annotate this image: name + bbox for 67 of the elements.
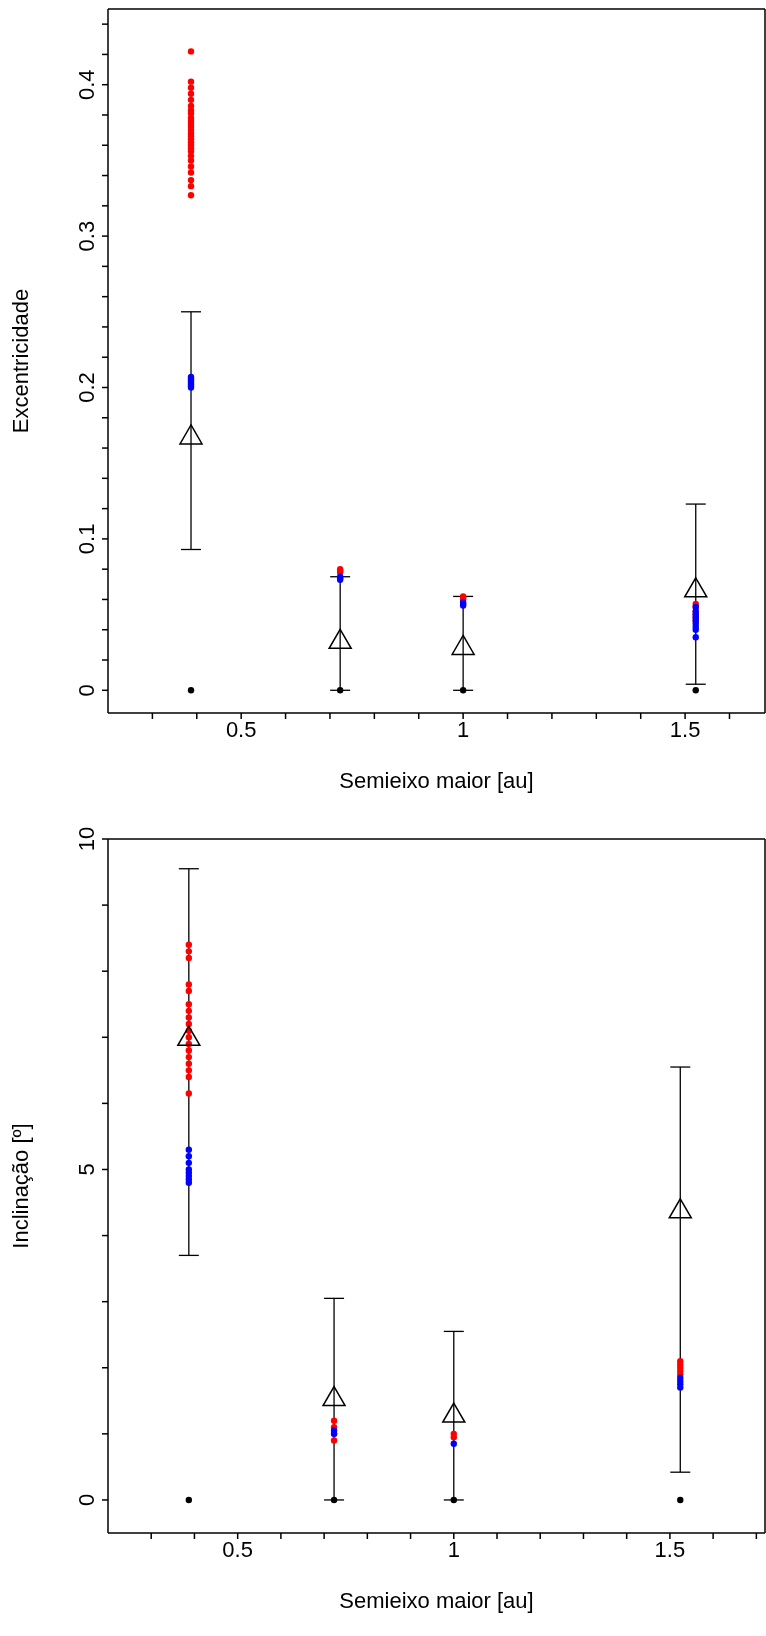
point — [668, 1198, 693, 1219]
point — [185, 1073, 193, 1081]
point — [185, 954, 193, 962]
x-tick-label: 0.5 — [225, 716, 257, 742]
point — [185, 1060, 193, 1067]
point — [185, 981, 193, 988]
x-tick-label: 1 — [457, 716, 470, 742]
y-tick-label: 10 — [74, 826, 99, 852]
point — [322, 1385, 346, 1407]
x-tick-label: 1.5 — [654, 1536, 686, 1562]
point — [330, 1437, 338, 1444]
point — [185, 987, 193, 995]
point — [185, 1153, 193, 1160]
point — [187, 176, 195, 184]
y-tick-label: 0.3 — [74, 220, 99, 252]
point — [450, 1496, 457, 1504]
point — [330, 1417, 338, 1424]
point — [336, 687, 344, 694]
point — [451, 634, 475, 656]
y-tick-label: 0.2 — [74, 372, 99, 403]
y-tick-label: 0.4 — [74, 69, 99, 100]
point — [187, 90, 195, 97]
point — [187, 169, 195, 176]
point — [459, 687, 467, 694]
point — [692, 687, 699, 694]
point — [185, 1053, 193, 1061]
point — [185, 1090, 193, 1097]
point — [185, 1047, 193, 1054]
y-tick-label: 0 — [74, 684, 99, 697]
y-tick-label: 5 — [74, 1163, 99, 1176]
point — [187, 163, 195, 170]
x-tick-label: 1 — [447, 1536, 460, 1562]
point — [684, 577, 708, 598]
point — [330, 1496, 338, 1504]
point — [187, 192, 195, 199]
y-axis-title: Inclinação [º] — [7, 1123, 33, 1249]
point — [179, 424, 203, 445]
point — [328, 628, 352, 650]
point — [177, 1025, 201, 1047]
point — [185, 1159, 193, 1167]
point — [692, 634, 699, 641]
y-axis-title: Excentricidade — [7, 288, 33, 434]
point — [185, 1496, 193, 1504]
point — [187, 96, 195, 104]
y-tick-label: 0 — [74, 1493, 99, 1507]
x-axis-title: Semieixo maior [au] — [339, 1588, 534, 1613]
point — [185, 1001, 193, 1008]
y-tick-label: 0.1 — [74, 523, 99, 555]
x-tick-label: 0.5 — [222, 1536, 253, 1562]
point — [185, 1014, 193, 1021]
x-axis-title: Semieixo maior [au] — [339, 768, 534, 793]
point — [187, 182, 195, 190]
point — [185, 1007, 193, 1015]
point — [442, 1402, 466, 1423]
point — [185, 941, 193, 948]
point — [187, 157, 195, 164]
point — [185, 948, 193, 955]
point — [187, 78, 195, 85]
x-tick-label: 1.5 — [669, 716, 701, 742]
point — [187, 48, 195, 55]
point — [185, 1020, 193, 1028]
point — [185, 1067, 193, 1074]
point — [677, 1496, 684, 1504]
point — [187, 84, 195, 91]
point — [185, 1146, 193, 1153]
point — [450, 1440, 457, 1447]
point — [187, 687, 195, 694]
